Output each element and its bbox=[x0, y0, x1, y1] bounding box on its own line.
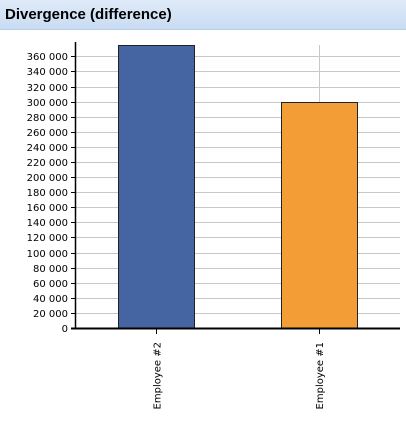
tick-labels: 0 20 000 40 000 60 000 80 000 100 000 120 000 1… bbox=[27, 52, 326, 409]
y-tick-label: 200 000 bbox=[27, 173, 68, 184]
y-tick-label: 160 000 bbox=[27, 203, 68, 214]
bars bbox=[118, 45, 358, 329]
y-tick-label: 320 000 bbox=[27, 83, 68, 94]
y-tick-label: 60 000 bbox=[33, 279, 68, 290]
y-tick-label: 20 000 bbox=[33, 309, 68, 320]
y-tick-label: 260 000 bbox=[27, 128, 68, 139]
x-tick-label: Employee #1 bbox=[315, 342, 326, 409]
x-tick-label: Employee #2 bbox=[152, 342, 163, 409]
panel-title: Divergence (difference) bbox=[5, 6, 172, 23]
y-tick-label: 280 000 bbox=[27, 113, 68, 124]
y-tick-label: 140 000 bbox=[27, 218, 68, 229]
axes bbox=[71, 42, 400, 334]
y-tick-label: 180 000 bbox=[27, 188, 68, 199]
y-tick-label: 360 000 bbox=[27, 52, 68, 63]
y-tick-label: 40 000 bbox=[33, 294, 68, 305]
y-tick-label: 100 000 bbox=[27, 249, 68, 260]
bar-chart: 0 20 000 40 000 60 000 80 000 100 000 120 000 1… bbox=[27, 42, 400, 409]
y-tick-label: 120 000 bbox=[27, 233, 68, 244]
y-tick-label: 0 bbox=[62, 324, 68, 335]
y-tick-label: 300 000 bbox=[27, 98, 68, 109]
panel-header: Divergence (difference) bbox=[0, 0, 406, 30]
bar-2 bbox=[281, 102, 358, 329]
y-tick-label: 240 000 bbox=[27, 143, 68, 154]
bar-1 bbox=[118, 45, 195, 329]
y-tick-label: 220 000 bbox=[27, 158, 68, 169]
y-tick-label: 80 000 bbox=[33, 264, 68, 275]
y-tick-label: 340 000 bbox=[27, 67, 68, 78]
